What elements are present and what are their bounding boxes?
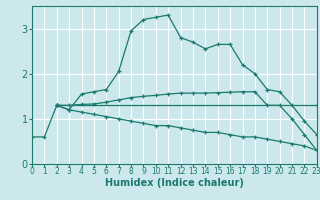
X-axis label: Humidex (Indice chaleur): Humidex (Indice chaleur): [105, 178, 244, 188]
